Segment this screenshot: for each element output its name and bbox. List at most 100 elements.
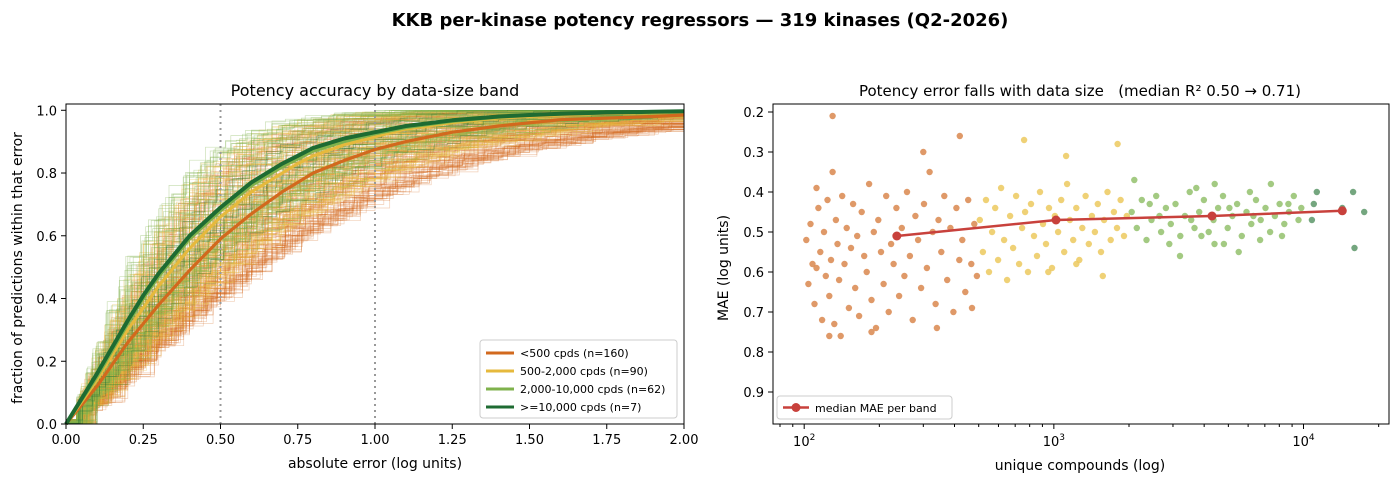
kinase-curve xyxy=(66,112,684,424)
kinase-curve xyxy=(66,117,684,424)
kinase-curve xyxy=(66,110,684,424)
kinase-curve xyxy=(66,109,684,424)
kinase-curve xyxy=(66,109,684,424)
scatter-point xyxy=(1104,188,1111,196)
right-y-axis-label: MAE (log units) xyxy=(716,215,732,321)
kinase-curve xyxy=(66,116,684,424)
legend-label: >=10,000 cpds (n=7) xyxy=(520,401,641,414)
scatter-point xyxy=(872,324,880,332)
y-tick-label: 0.4 xyxy=(743,186,764,201)
scatter-point xyxy=(917,284,925,292)
scatter-point xyxy=(803,236,810,244)
scatter-point xyxy=(1045,204,1053,212)
kinase-curve xyxy=(66,114,684,424)
left-legend-box xyxy=(479,339,678,419)
scatter-point xyxy=(820,228,828,236)
scatter-point xyxy=(1063,180,1071,188)
scatter-point xyxy=(1143,236,1150,244)
scatter-point xyxy=(870,228,877,236)
kinase-curve xyxy=(66,110,684,424)
scatter-point xyxy=(1099,272,1107,280)
scatter-point xyxy=(839,192,846,200)
band-mean-line xyxy=(64,113,685,426)
kinase-curve xyxy=(66,112,684,424)
scatter-point xyxy=(997,184,1005,192)
kinase-curve xyxy=(66,110,684,424)
scatter-point xyxy=(868,296,875,304)
kinase-curve xyxy=(66,109,684,424)
scatter-point xyxy=(1162,204,1170,212)
kinase-curve xyxy=(66,114,684,424)
kinase-curve xyxy=(66,113,684,424)
kinase-curve xyxy=(66,117,684,424)
y-tick-label: 0.4 xyxy=(36,293,57,308)
scatter-point xyxy=(979,248,987,256)
kinase-curve xyxy=(66,118,684,424)
kinase-curve xyxy=(66,116,684,424)
scatter-point xyxy=(933,324,941,332)
kinase-curve xyxy=(66,109,684,424)
scatter-point xyxy=(1120,232,1128,240)
kinase-curve xyxy=(66,114,684,424)
scatter-point xyxy=(1094,200,1102,208)
scatter-point xyxy=(1021,208,1029,216)
scatter-point xyxy=(815,204,822,212)
scatter-point xyxy=(1003,276,1011,284)
x-tick-label: 1.25 xyxy=(438,433,467,448)
kinase-curve xyxy=(66,109,684,424)
kinase-curve xyxy=(66,110,684,424)
scatter-point xyxy=(885,308,892,316)
scatter-point xyxy=(852,284,859,292)
kinase-curve xyxy=(66,120,684,424)
scatter-point xyxy=(1266,228,1274,236)
kinase-curve xyxy=(66,113,684,424)
kinase-curve xyxy=(66,110,684,424)
scatter-point xyxy=(1256,236,1264,244)
kinase-curve xyxy=(66,121,684,424)
kinase-curve xyxy=(66,110,684,424)
kinase-curve xyxy=(66,115,684,424)
kinase-curve xyxy=(66,110,684,424)
scatter-point xyxy=(1036,188,1044,196)
x-tick-label: 2.00 xyxy=(670,433,699,448)
kinase-curve xyxy=(66,118,684,424)
scatter-point xyxy=(847,244,855,252)
scatter-point xyxy=(1233,200,1241,208)
scatter-point xyxy=(941,192,948,200)
y-tick-label: 0.6 xyxy=(743,266,764,281)
kinase-curve xyxy=(66,114,684,424)
kinase-curve xyxy=(66,110,684,424)
kinase-curve xyxy=(66,119,684,424)
kinase-curve xyxy=(66,118,684,424)
kinase-curve xyxy=(66,114,684,424)
kinase-curve xyxy=(66,109,684,424)
scatter-point xyxy=(923,264,931,272)
scatter-point xyxy=(1252,196,1260,204)
kinase-curve xyxy=(66,110,684,424)
scatter-point xyxy=(1219,192,1227,200)
scatter-point xyxy=(982,196,990,204)
scatter-point xyxy=(898,224,905,232)
scatter-point xyxy=(1033,252,1041,260)
scatter-point xyxy=(965,196,972,204)
kinase-curve xyxy=(66,109,684,424)
scatter-point xyxy=(1110,208,1118,216)
scatter-point xyxy=(807,220,814,228)
kinase-curve xyxy=(66,125,684,424)
scatter-point xyxy=(920,200,928,208)
scatter-point xyxy=(1308,216,1316,224)
kinase-curve xyxy=(66,109,684,424)
right-chart: Potency error falls with data size (medi… xyxy=(716,82,1390,474)
kinase-curve xyxy=(66,112,684,424)
kinase-curve xyxy=(66,110,684,424)
scatter-point xyxy=(1267,180,1275,188)
kinase-curve xyxy=(66,112,684,424)
kinase-curve xyxy=(66,114,684,424)
scatter-point xyxy=(1020,136,1028,144)
scatter-point xyxy=(858,208,865,216)
kinase-curve xyxy=(66,109,684,424)
kinase-curve xyxy=(66,116,684,424)
scatter-point xyxy=(962,288,969,296)
kinase-curve xyxy=(66,126,684,424)
right-axes-frame xyxy=(772,103,1390,425)
